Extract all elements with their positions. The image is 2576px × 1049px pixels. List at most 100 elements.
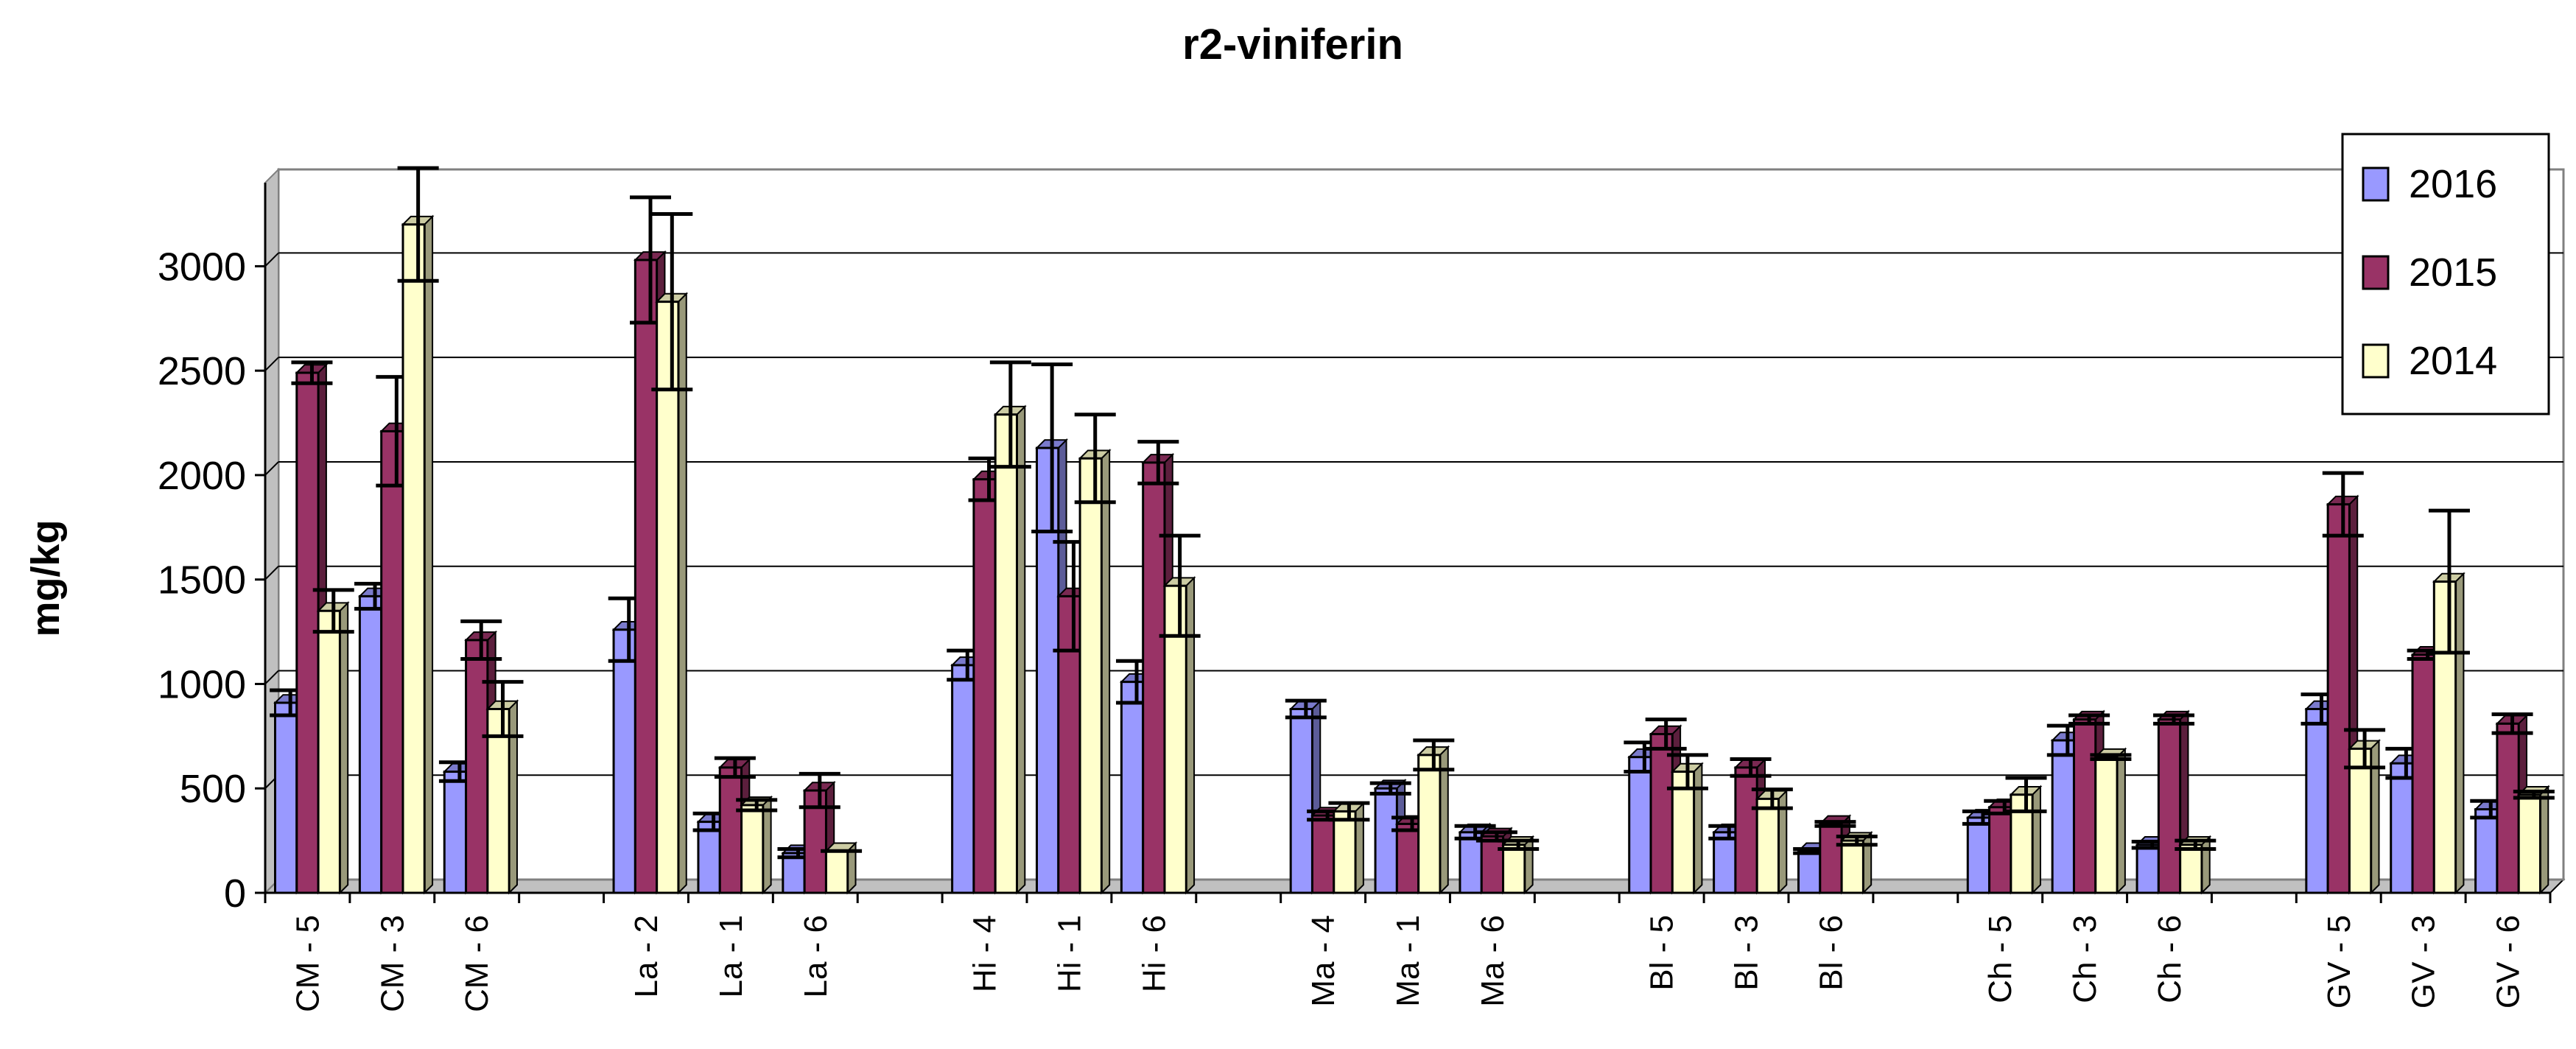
bar <box>718 766 743 894</box>
bar <box>1078 457 1103 894</box>
bar-side <box>2116 747 2126 895</box>
bar <box>1057 594 1081 894</box>
bar-side <box>2539 785 2549 895</box>
bar <box>443 771 468 894</box>
legend-swatch <box>2362 343 2390 379</box>
bar-side <box>2370 739 2380 895</box>
bar <box>1310 814 1336 894</box>
legend-label: 2014 <box>2409 339 2497 383</box>
gridline <box>264 252 279 267</box>
bar <box>1289 707 1313 894</box>
bar <box>634 259 659 894</box>
bar <box>317 609 341 894</box>
bar <box>656 301 680 894</box>
legend-label: 2016 <box>2409 162 2497 206</box>
x-tick-label: Ch - 6 <box>2152 915 2188 1003</box>
bar <box>2135 843 2160 894</box>
y-tick-label: 0 <box>224 871 246 916</box>
chart-title: r2-viniferin <box>1182 21 1403 69</box>
bar <box>1417 754 1442 894</box>
y-tick-label: 3000 <box>158 245 246 289</box>
gridline <box>264 565 279 580</box>
x-tick-label: GV - 5 <box>2321 915 2357 1008</box>
bar <box>2496 722 2520 894</box>
bar-side <box>677 292 687 895</box>
bar <box>273 701 298 894</box>
x-tick-label: Ch - 5 <box>1982 915 2018 1003</box>
x-tick-label: CM - 3 <box>374 915 410 1012</box>
plot-area: 0 500 1000 1500 2000 2500 3000 CM - 5 CM - 3 CM -… <box>158 166 2566 1012</box>
x-tick-label: Bl - 5 <box>1644 915 1680 991</box>
y-axis-label: mg/kg <box>24 519 68 636</box>
bar <box>1035 446 1060 894</box>
x-tick-label: Bl - 6 <box>1813 915 1849 991</box>
bar-side <box>1777 789 1788 895</box>
bar <box>951 664 975 894</box>
legend-label: 2015 <box>2409 250 2497 295</box>
bar <box>1755 797 1780 894</box>
bar <box>2010 793 2034 894</box>
bar-side <box>339 601 349 895</box>
bar <box>380 429 404 894</box>
legend-swatch <box>2362 166 2390 202</box>
bar <box>1163 584 1187 894</box>
x-tick-label: CM - 5 <box>289 915 326 1012</box>
x-tick-label: Ma - 4 <box>1305 915 1341 1007</box>
bar <box>2411 653 2435 894</box>
bar <box>2390 762 2414 894</box>
bar-side <box>2454 572 2465 895</box>
bar <box>612 628 636 894</box>
bar <box>2432 580 2457 894</box>
bar <box>1120 681 1145 894</box>
bar-side <box>1523 835 1534 895</box>
bar <box>1628 756 1652 894</box>
x-tick-label: Hi - 6 <box>1136 915 1172 992</box>
bar <box>1142 461 1166 894</box>
gridline <box>264 461 279 476</box>
bar <box>401 223 426 894</box>
y-tick-label: 2500 <box>158 349 246 393</box>
bar <box>1395 822 1420 894</box>
bar <box>1966 816 1991 894</box>
bar <box>2179 843 2203 894</box>
bar <box>1374 787 1398 894</box>
bar <box>2305 707 2329 894</box>
bar <box>1671 771 1696 894</box>
legend: 2016 2015 2014 <box>2341 133 2550 415</box>
bar-side <box>1101 449 1111 895</box>
bar <box>1713 831 1737 894</box>
bar <box>2326 503 2351 894</box>
bar <box>2072 718 2097 894</box>
x-tick-label: Hi - 4 <box>967 915 1003 992</box>
x-tick-label: Bl - 3 <box>1729 915 1765 991</box>
bar-side <box>508 699 518 895</box>
y-tick-label: 500 <box>180 767 246 811</box>
bar <box>358 594 383 894</box>
x-tick-label: CM - 6 <box>459 915 495 1012</box>
bar-side <box>1355 801 1364 895</box>
bar <box>740 804 765 894</box>
x-tick-label: Ma - 1 <box>1390 915 1426 1007</box>
bar <box>465 639 489 894</box>
x-tick-label: La - 1 <box>713 915 749 998</box>
bar <box>1988 806 2012 894</box>
y-tick-label: 1000 <box>158 662 246 706</box>
bar <box>2517 793 2542 894</box>
bar-side <box>1016 404 1026 895</box>
bar <box>1333 810 1357 894</box>
bar <box>972 478 997 894</box>
gridline <box>264 357 279 371</box>
bar <box>1480 835 1505 894</box>
x-tick-label: GV - 3 <box>2406 915 2442 1008</box>
bar-side <box>1185 575 1196 895</box>
bar-side <box>2032 785 2041 895</box>
x-tick-label: La - 2 <box>628 915 664 998</box>
x-tick-label: Hi - 1 <box>1051 915 1087 992</box>
y-tick-label: 1500 <box>158 558 246 603</box>
x-tick-label: Ch - 3 <box>2067 915 2103 1003</box>
bar <box>1734 766 1758 894</box>
bar-side <box>1693 762 1703 895</box>
bar-side <box>424 214 434 895</box>
